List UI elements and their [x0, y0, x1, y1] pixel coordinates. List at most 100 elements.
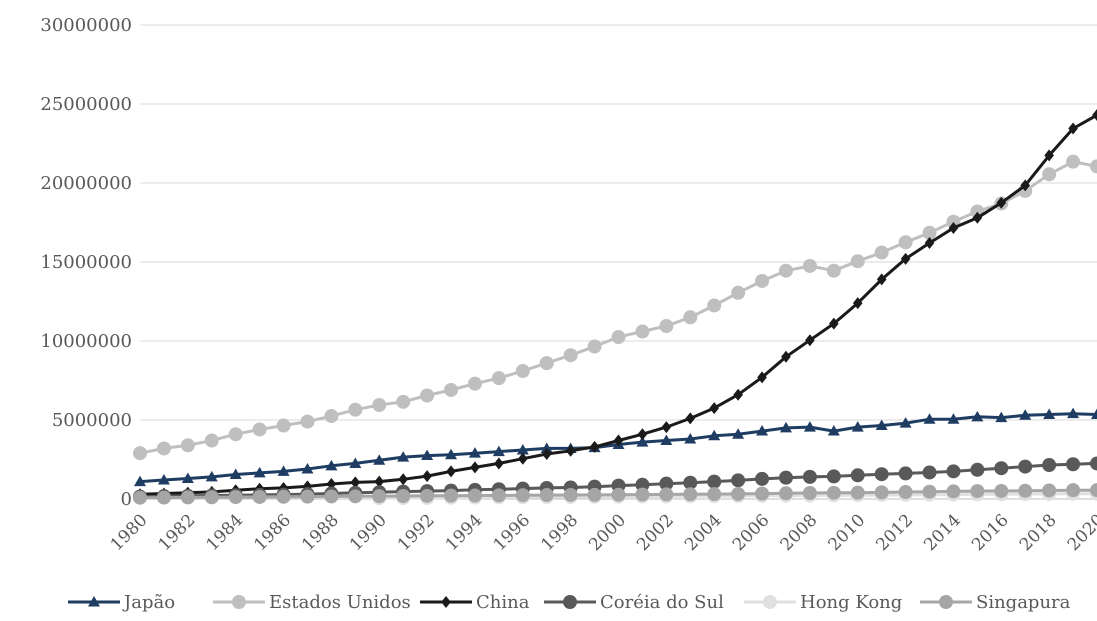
legend-swatch-marker: [88, 596, 100, 607]
data-point: [778, 470, 793, 485]
data-point: [947, 413, 960, 424]
data-point: [1020, 179, 1031, 192]
data-point: [802, 469, 817, 484]
x-tick-label: 1996: [490, 510, 535, 555]
data-point: [1090, 483, 1097, 498]
data-point: [301, 462, 314, 474]
data-point: [1042, 167, 1057, 182]
data-point: [398, 473, 408, 486]
data-point: [613, 434, 624, 447]
data-point: [541, 447, 552, 460]
x-tick-label: 1982: [155, 510, 200, 555]
data-point: [661, 421, 672, 434]
data-point: [397, 451, 410, 462]
data-point: [805, 334, 815, 347]
data-point: [826, 263, 841, 278]
x-tick-label: 2008: [777, 510, 822, 555]
data-point: [781, 350, 791, 363]
data-point: [923, 413, 936, 424]
data-point: [1042, 483, 1057, 498]
legend-label: Hong Kong: [800, 592, 902, 613]
data-point: [708, 429, 721, 441]
data-point: [539, 356, 554, 371]
data-point: [874, 245, 889, 260]
data-point: [515, 364, 530, 379]
data-point: [922, 484, 937, 499]
legend-item: Japão: [68, 592, 175, 613]
legend-item: Hong Kong: [744, 592, 902, 613]
data-point: [540, 442, 553, 453]
data-point: [1066, 483, 1081, 498]
data-point: [325, 459, 338, 471]
data-point: [1066, 457, 1081, 472]
data-point: [204, 433, 219, 448]
data-point: [826, 469, 841, 484]
data-point: [133, 490, 147, 505]
data-point: [446, 465, 456, 478]
data-point: [1066, 154, 1081, 169]
data-point: [589, 440, 600, 453]
data-point: [229, 468, 242, 480]
data-point: [683, 310, 698, 325]
data-point: [156, 441, 171, 456]
data-point: [660, 434, 673, 446]
data-point: [755, 273, 770, 288]
data-point: [756, 425, 769, 436]
data-point: [492, 445, 505, 457]
x-tick-label: 1992: [394, 510, 439, 555]
data-point: [491, 371, 506, 386]
x-tick-label: 1984: [202, 510, 247, 555]
data-point: [659, 476, 674, 491]
legend-label: Japão: [122, 592, 175, 613]
data-point: [470, 461, 480, 474]
data-point: [1018, 459, 1033, 474]
data-point: [948, 222, 959, 235]
data-point: [755, 471, 770, 486]
data-point: [494, 457, 504, 470]
data-point: [422, 470, 432, 483]
y-tick-label: 10000000: [40, 331, 132, 352]
data-point: [1018, 483, 1033, 498]
legend-item: Singapura: [920, 592, 1071, 613]
data-point: [637, 428, 648, 441]
data-point: [1067, 407, 1080, 419]
data-point: [683, 475, 698, 490]
data-point: [898, 235, 913, 250]
data-point: [803, 421, 816, 432]
data-point: [467, 376, 482, 391]
data-point: [467, 488, 482, 503]
legend-label: Singapura: [976, 592, 1071, 613]
data-point: [563, 487, 578, 502]
data-point: [900, 252, 911, 265]
data-point: [731, 486, 746, 501]
x-tick-label: 2010: [825, 510, 870, 555]
data-point: [875, 419, 888, 431]
data-point: [779, 421, 792, 433]
legend-swatch-marker: [441, 596, 451, 608]
series-lines: [133, 109, 1097, 506]
data-point: [685, 412, 696, 425]
legend-item: Estados Unidos: [213, 592, 411, 613]
data-point: [587, 487, 602, 502]
data-point: [468, 447, 481, 458]
data-point: [922, 225, 937, 240]
x-tick-label: 1994: [442, 510, 487, 555]
data-point: [1090, 159, 1097, 174]
data-point: [539, 488, 554, 503]
data-point: [181, 472, 194, 483]
data-point: [874, 485, 889, 500]
data-point: [826, 485, 841, 500]
y-tick-label: 5000000: [52, 410, 132, 431]
data-point: [156, 490, 171, 505]
data-point: [350, 476, 361, 489]
data-point: [1068, 122, 1078, 135]
data-point: [228, 490, 243, 505]
y-tick-label: 30000000: [40, 15, 132, 36]
data-point: [396, 394, 411, 409]
data-point: [587, 339, 602, 354]
data-point: [850, 485, 865, 500]
legend-swatch-marker: [232, 595, 246, 609]
data-point: [444, 488, 459, 503]
data-point: [946, 464, 961, 479]
data-point: [300, 489, 315, 504]
